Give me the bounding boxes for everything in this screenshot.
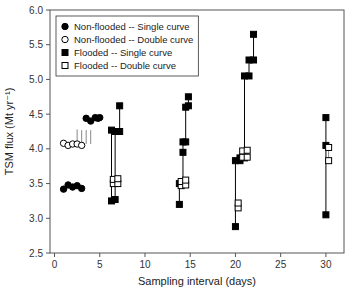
point xyxy=(115,176,121,182)
legend-marker xyxy=(62,63,68,69)
point xyxy=(183,139,189,145)
y-tick xyxy=(46,10,50,11)
point xyxy=(117,129,123,135)
plot-background xyxy=(50,10,344,253)
x-tick-label: 15 xyxy=(185,259,197,270)
point xyxy=(117,103,123,109)
point xyxy=(97,114,103,120)
y-tick xyxy=(46,44,50,45)
group-line xyxy=(115,132,116,200)
chart: 0 5 10 15 20 25 30 2.5 3.0 3.5 4.0 4.5 5.0 5.5 6.0 Samp… xyxy=(0,0,354,293)
y-tick-label: 2.5 xyxy=(29,248,43,259)
point xyxy=(185,94,191,100)
x-tick xyxy=(235,253,236,257)
point xyxy=(78,142,84,148)
point xyxy=(326,158,332,164)
point xyxy=(176,201,182,207)
plot-frame xyxy=(50,10,344,253)
y-tick-label: 3.0 xyxy=(29,213,43,224)
y-tick-label: 6.0 xyxy=(29,5,43,16)
point xyxy=(323,115,329,121)
point xyxy=(244,147,250,153)
x-tick-label: 20 xyxy=(230,259,242,270)
point xyxy=(251,31,257,37)
point xyxy=(185,103,191,109)
range-line xyxy=(90,130,91,144)
legend-label: Non-flooded -- Single curve xyxy=(74,21,190,32)
y-tick-label: 5.5 xyxy=(29,39,43,50)
legend-box xyxy=(56,16,198,76)
x-tick-label: 30 xyxy=(320,259,332,270)
x-tick xyxy=(190,253,191,257)
group-line xyxy=(244,76,245,158)
group-line xyxy=(235,161,236,227)
point xyxy=(183,177,189,183)
group-line xyxy=(119,106,120,132)
y-tick xyxy=(46,218,50,219)
point xyxy=(235,200,241,206)
group-line xyxy=(325,118,326,215)
y-axis-label: TSM flux (Mt yr⁻¹) xyxy=(3,88,15,176)
x-tick xyxy=(54,253,55,257)
x-tick xyxy=(280,253,281,257)
y-tick xyxy=(46,79,50,80)
point xyxy=(232,224,238,230)
legend-label: Non-flooded -- Double curve xyxy=(74,34,193,45)
point xyxy=(180,149,186,155)
point xyxy=(78,185,84,191)
group-line xyxy=(111,130,112,201)
x-tick xyxy=(325,253,326,257)
point xyxy=(112,197,118,203)
y-tick-label: 3.5 xyxy=(29,178,43,189)
y-tick xyxy=(46,183,50,184)
y-tick xyxy=(46,148,50,149)
legend-label: Flooded -- Single curve xyxy=(74,47,172,58)
y-tick xyxy=(46,253,50,254)
axes: 0 5 10 15 20 25 30 2.5 3.0 3.5 4.0 4.5 5.0 5.5 6.0 xyxy=(29,5,344,271)
legend-marker xyxy=(62,50,68,56)
legend-marker xyxy=(62,23,68,29)
group-line xyxy=(253,34,254,60)
group-line xyxy=(185,107,186,142)
y-tick-label: 4.5 xyxy=(29,109,43,120)
point xyxy=(246,73,252,79)
x-tick-label: 0 xyxy=(52,259,58,270)
point xyxy=(251,57,257,63)
legend-marker xyxy=(62,36,68,42)
x-tick-label: 25 xyxy=(275,259,287,270)
point xyxy=(326,144,332,150)
x-tick xyxy=(144,253,145,257)
range-line xyxy=(86,130,87,144)
y-tick-label: 4.0 xyxy=(29,143,43,154)
x-tick-label: 5 xyxy=(97,259,103,270)
x-tick xyxy=(99,253,100,257)
y-tick xyxy=(46,114,50,115)
point xyxy=(244,154,250,160)
x-tick-label: 10 xyxy=(139,259,151,270)
point xyxy=(323,212,329,218)
x-axis-label: Sampling interval (days) xyxy=(138,275,256,287)
legend-label: Flooded -- Double curve xyxy=(74,60,176,71)
legend: Non-flooded -- Single curve Non-flooded -… xyxy=(56,16,198,76)
y-tick-label: 5.0 xyxy=(29,74,43,85)
